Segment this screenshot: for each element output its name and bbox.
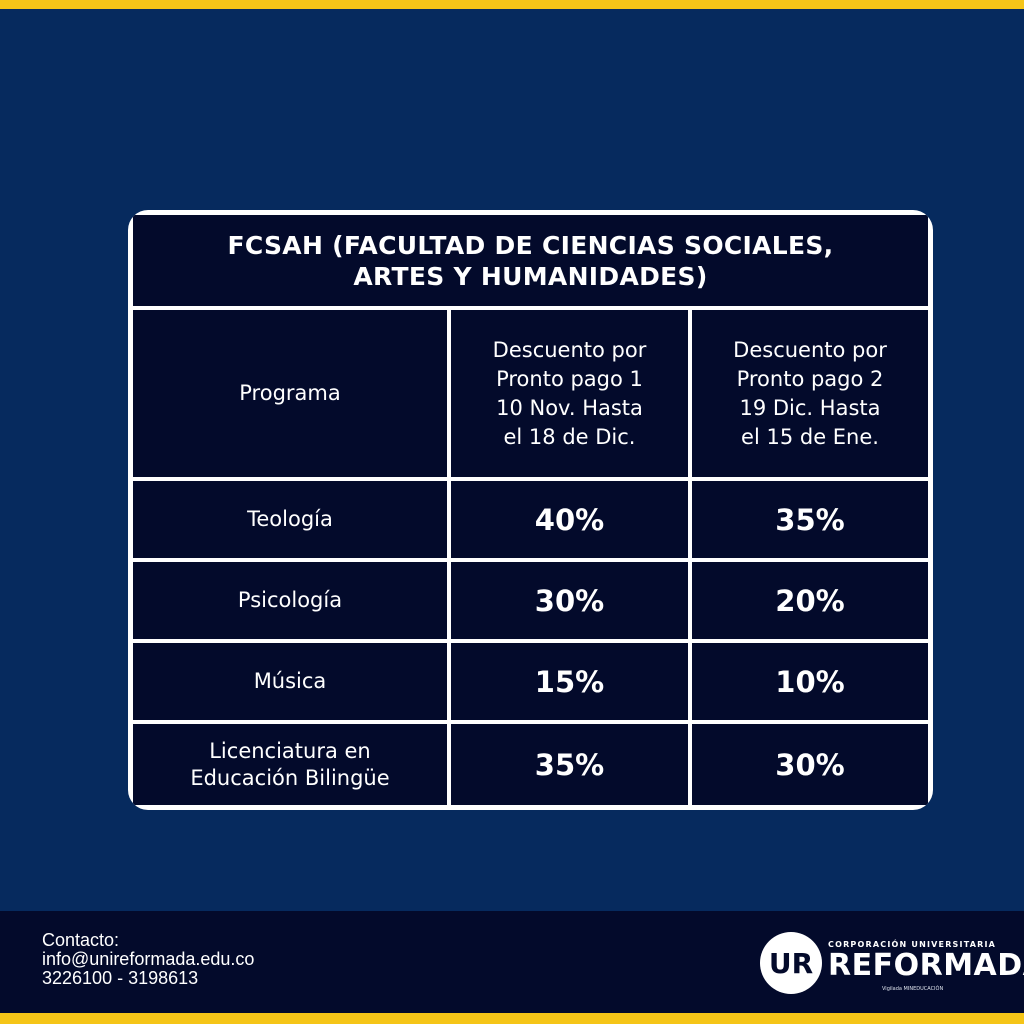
discount-value: 40% [534,502,605,537]
header-discount-2-line: Pronto pago 2 [736,366,884,391]
contact-label: Contacto: [42,930,120,950]
header-discount-1-line: Descuento por [492,337,647,362]
header-discount-1: Descuento por Pronto pago 1 10 Nov. Hast… [451,310,688,477]
discount-value: 35% [775,502,845,537]
row-psicologia-discount-1: 30% [451,562,688,639]
contact-phones: 3226100 - 3198613 [42,968,199,988]
table-title-line1: FCSAH (FACULTAD DE CIENCIAS SOCIALES, [227,230,834,260]
header-discount-1-line: el 18 de Dic. [503,424,636,449]
discount-value: 20% [775,583,845,618]
row-psicologia-discount-2: 20% [692,562,928,639]
logo-sub-text: Vigilada MINEDUCACIÓN [882,986,944,992]
header-program-label: Programa [239,381,341,405]
row-licenciatura-discount-2: 30% [692,724,928,805]
row-teologia-discount-1: 40% [451,481,688,558]
header-discount-2-line: 19 Dic. Hasta [739,395,881,420]
discount-value: 15% [534,664,605,699]
header-program: Programa [133,310,447,477]
header-discount-2-line: el 15 de Ene. [741,424,879,449]
header-discount-1-line: 10 Nov. Hasta [496,395,643,420]
row-program-teologia: Teología [133,481,447,558]
discount-value: 35% [534,747,605,782]
row-teologia-discount-2: 35% [692,481,928,558]
program-label-line: Educación Bilingüe [190,765,390,790]
discount-value: 30% [534,583,605,618]
table-title-line2: ARTES Y HUMANIDADES) [353,261,708,291]
table-title: FCSAH (FACULTAD DE CIENCIAS SOCIALES, AR… [133,215,928,306]
university-logo: UR CORPORACIÓN UNIVERSITARIA REFORMADA V… [760,930,1024,1000]
header-discount-2-line: Descuento por [733,337,887,362]
ur-monogram-icon: UR [760,932,822,994]
header-discount-2: Descuento por Pronto pago 2 19 Dic. Hast… [692,310,928,477]
discount-table: FCSAH (FACULTAD DE CIENCIAS SOCIALES, AR… [128,210,933,810]
discount-value: 10% [775,664,845,699]
row-program-musica: Música [133,643,447,720]
logo-main-text: REFORMADA [828,948,1024,983]
program-label-line: Licenciatura en [209,738,371,763]
program-label: Música [253,669,327,693]
header-discount-1-line: Pronto pago 1 [496,366,643,391]
row-program-psicologia: Psicología [133,562,447,639]
row-musica-discount-1: 15% [451,643,688,720]
contact-block: Contacto: info@unireformada.edu.co 32261… [42,931,254,988]
top-accent-bar [0,0,1024,9]
logo-monogram: UR [768,946,814,980]
bottom-accent-bar [0,1013,1024,1024]
row-licenciatura-discount-1: 35% [451,724,688,805]
contact-email[interactable]: info@unireformada.edu.co [42,949,255,969]
logo-top-text: CORPORACIÓN UNIVERSITARIA [828,940,997,949]
footer [0,911,1024,1013]
program-label: Psicología [237,588,343,612]
discount-value: 30% [775,747,845,782]
row-program-licenciatura: Licenciatura en Educación Bilingüe [133,724,447,805]
row-musica-discount-2: 10% [692,643,928,720]
program-label: Teología [247,507,333,531]
